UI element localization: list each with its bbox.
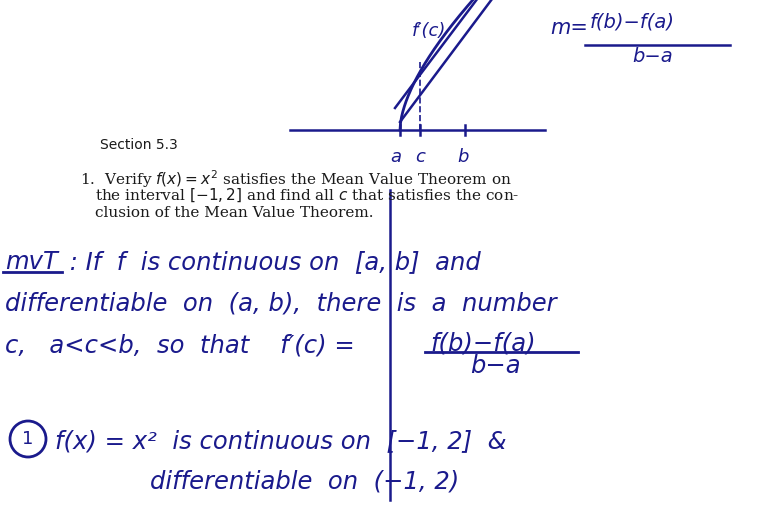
Text: b−a: b−a bbox=[470, 354, 521, 378]
Text: 1: 1 bbox=[22, 430, 33, 448]
Text: f(b)−f(a): f(b)−f(a) bbox=[590, 12, 675, 31]
Text: m=: m= bbox=[550, 18, 588, 38]
Text: c,   a<c<b,  so  that    f′(c) =: c, a<c<b, so that f′(c) = bbox=[5, 334, 355, 358]
Text: f(b)−f(a): f(b)−f(a) bbox=[430, 331, 536, 355]
Text: a: a bbox=[391, 148, 401, 166]
Text: f(x) = x²  is continuous on  [−1, 2]  &: f(x) = x² is continuous on [−1, 2] & bbox=[55, 429, 507, 453]
Text: c: c bbox=[415, 148, 425, 166]
Text: clusion of the Mean Value Theorem.: clusion of the Mean Value Theorem. bbox=[95, 206, 374, 220]
Text: f′(c): f′(c) bbox=[412, 22, 446, 40]
Text: differentiable  on  (−1, 2): differentiable on (−1, 2) bbox=[150, 469, 460, 493]
Text: differentiable  on  (a, b),  there  is  a  number: differentiable on (a, b), there is a num… bbox=[5, 292, 556, 316]
Text: Section 5.3: Section 5.3 bbox=[100, 138, 177, 152]
Text: 1.  Verify $f(x) = x^2$ satisfies the Mean Value Theorem on: 1. Verify $f(x) = x^2$ satisfies the Mea… bbox=[80, 168, 512, 190]
Text: b: b bbox=[457, 148, 469, 166]
Text: b−a: b−a bbox=[632, 47, 673, 66]
Text: mvT: mvT bbox=[5, 250, 58, 274]
Text: : If  f  is continuous on  [a, b]  and: : If f is continuous on [a, b] and bbox=[62, 250, 480, 274]
Text: the interval $[-1, 2]$ and find all $c$ that satisfies the con-: the interval $[-1, 2]$ and find all $c$ … bbox=[95, 187, 519, 204]
